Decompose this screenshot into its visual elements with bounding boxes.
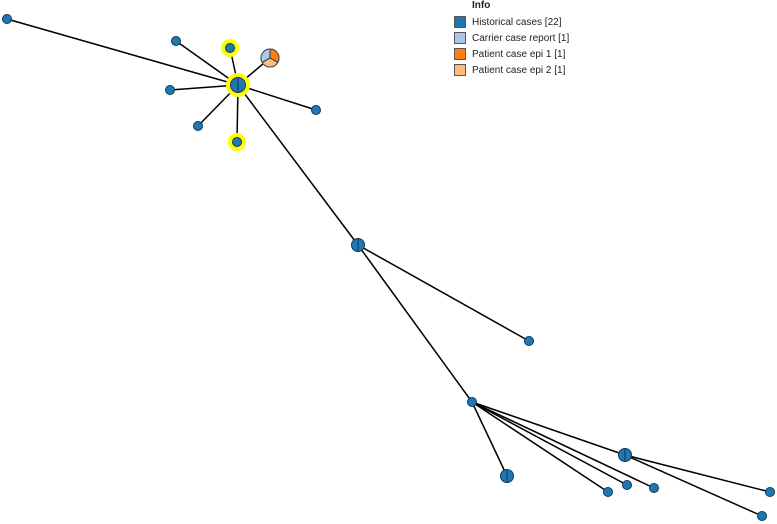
edges [6,18,771,517]
legend: Info Historical cases [22] Carrier case … [454,0,569,78]
edge [237,84,317,111]
legend-swatch [454,16,466,28]
legend-label: Patient case epi 1 [1] [472,48,566,60]
node[interactable] [225,43,235,53]
node[interactable] [193,121,203,131]
node[interactable] [232,137,242,147]
node[interactable] [757,511,767,521]
legend-label: Patient case epi 2 [1] [472,64,566,76]
edge [175,40,239,86]
legend-item-patient-epi2: Patient case epi 2 [1] [454,62,569,78]
edge [471,401,609,493]
edge [471,401,628,486]
legend-item-historical: Historical cases [22] [454,14,569,30]
nodes [2,14,775,521]
legend-item-carrier: Carrier case report [1] [454,30,569,46]
node[interactable] [2,14,12,24]
edge [471,401,655,489]
node[interactable] [603,487,613,497]
edge [6,18,239,86]
pie-outline [260,48,280,68]
edge [624,454,763,517]
legend-label: Historical cases [22] [472,16,562,28]
node[interactable] [467,397,477,407]
node[interactable] [524,336,534,346]
edge [357,244,473,403]
edge [357,244,530,342]
legend-title: Info [472,0,491,11]
edge [471,401,508,477]
legend-swatch [454,64,466,76]
node-pie[interactable] [260,48,280,68]
node[interactable] [311,105,321,115]
legend-swatch [454,32,466,44]
edge [624,454,771,493]
edge [471,401,626,456]
node[interactable] [171,36,181,46]
node[interactable] [649,483,659,493]
edge [237,84,359,246]
node[interactable] [622,480,632,490]
legend-label: Carrier case report [1] [472,32,570,44]
legend-item-patient-epi1: Patient case epi 1 [1] [454,46,569,62]
node[interactable] [765,487,775,497]
legend-swatch [454,48,466,60]
node[interactable] [165,85,175,95]
